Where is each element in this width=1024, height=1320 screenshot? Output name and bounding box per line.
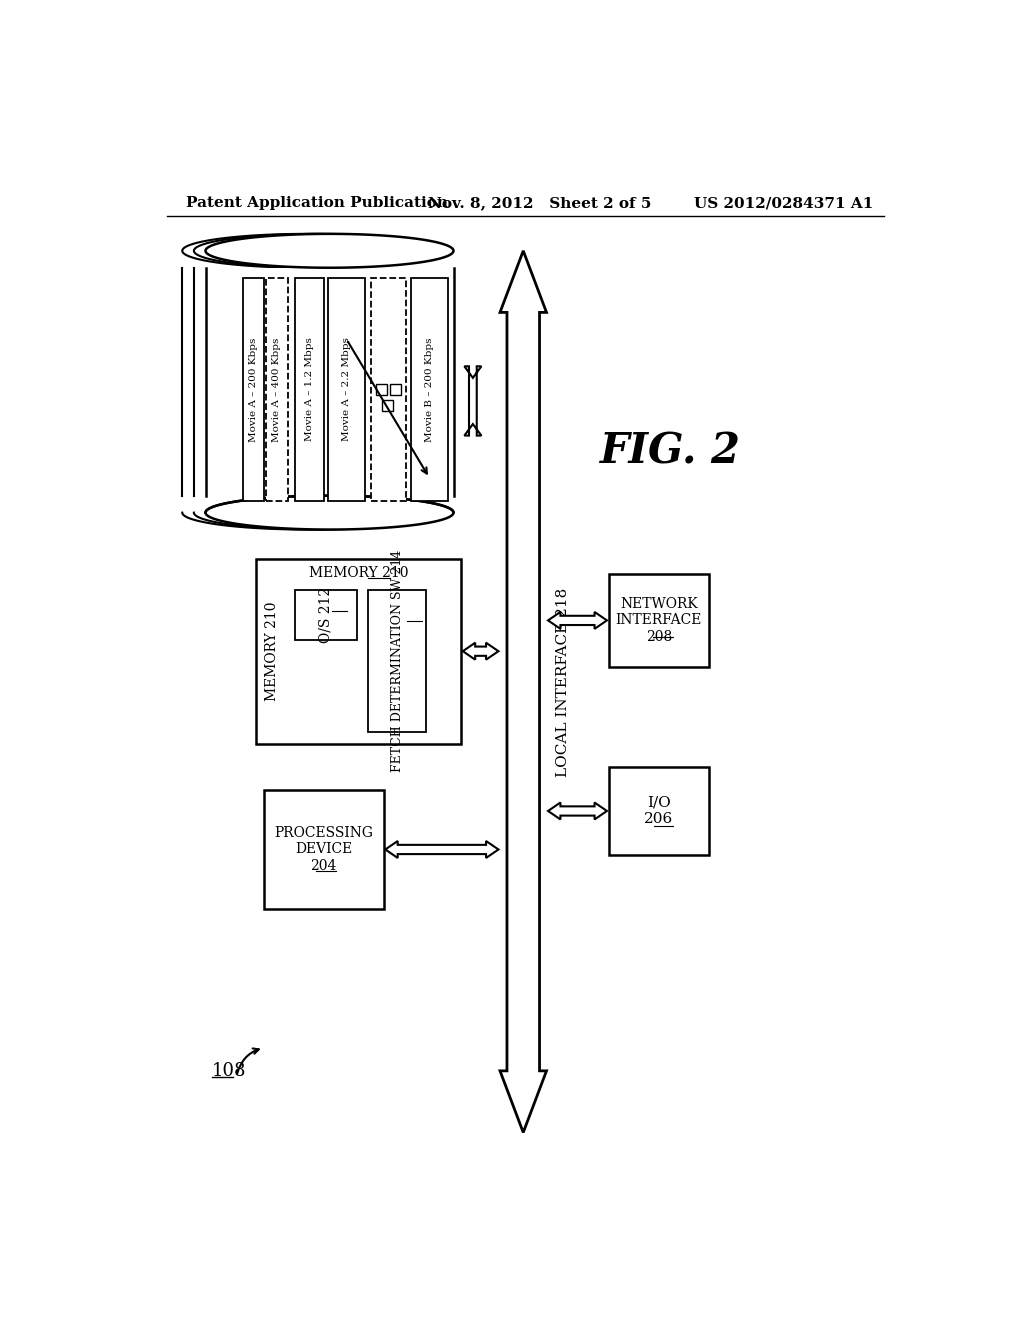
Bar bbox=[328, 277, 366, 502]
Text: FETCH DETERMINATION SW 214: FETCH DETERMINATION SW 214 bbox=[391, 549, 403, 772]
Text: MEMORY 210: MEMORY 210 bbox=[265, 602, 280, 701]
Polygon shape bbox=[464, 367, 481, 436]
Text: Nov. 8, 2012   Sheet 2 of 5: Nov. 8, 2012 Sheet 2 of 5 bbox=[428, 197, 651, 210]
Text: Movie A – 2.2 Mbps: Movie A – 2.2 Mbps bbox=[342, 338, 351, 441]
Polygon shape bbox=[385, 841, 499, 858]
Text: O/S 212: O/S 212 bbox=[318, 586, 333, 643]
Polygon shape bbox=[463, 643, 499, 660]
Polygon shape bbox=[182, 234, 430, 268]
Bar bbox=[371, 277, 407, 502]
Text: 108: 108 bbox=[212, 1061, 246, 1080]
Bar bbox=[608, 767, 710, 855]
Polygon shape bbox=[194, 234, 442, 268]
Text: US 2012/0284371 A1: US 2012/0284371 A1 bbox=[693, 197, 873, 210]
Bar bbox=[206, 268, 454, 496]
Text: Patent Application Publication: Patent Application Publication bbox=[186, 197, 449, 210]
Text: Movie B – 200 Kbps: Movie B – 200 Kbps bbox=[425, 337, 434, 442]
Text: Movie A – 200 Kbps: Movie A – 200 Kbps bbox=[249, 337, 258, 442]
Bar bbox=[382, 400, 393, 411]
Bar bbox=[369, 590, 426, 733]
Bar bbox=[295, 590, 356, 640]
Text: NETWORK
INTERFACE
208: NETWORK INTERFACE 208 bbox=[615, 597, 702, 644]
Bar bbox=[390, 384, 400, 395]
Text: 110: 110 bbox=[219, 376, 254, 395]
Polygon shape bbox=[206, 496, 454, 529]
Bar bbox=[243, 277, 264, 502]
Polygon shape bbox=[206, 234, 454, 268]
Text: FIG. 2: FIG. 2 bbox=[600, 430, 741, 473]
Text: PROCESSING
DEVICE
204: PROCESSING DEVICE 204 bbox=[274, 826, 373, 873]
Text: LOCAL INTERFACE 218: LOCAL INTERFACE 218 bbox=[556, 587, 569, 776]
Bar bbox=[411, 277, 449, 502]
Polygon shape bbox=[548, 803, 607, 820]
Polygon shape bbox=[500, 251, 547, 1133]
Bar bbox=[266, 277, 288, 502]
Text: Movie A – 1.2 Mbps: Movie A – 1.2 Mbps bbox=[305, 338, 313, 441]
Polygon shape bbox=[548, 612, 607, 628]
Bar bbox=[295, 277, 324, 502]
Bar bbox=[256, 558, 461, 743]
Text: I/O
206: I/O 206 bbox=[644, 796, 674, 826]
Text: MEMORY 210: MEMORY 210 bbox=[309, 566, 409, 579]
Bar bbox=[608, 574, 710, 667]
Bar bbox=[376, 384, 387, 395]
Text: Movie A – 400 Kbps: Movie A – 400 Kbps bbox=[272, 337, 282, 442]
Bar bbox=[263, 789, 384, 909]
